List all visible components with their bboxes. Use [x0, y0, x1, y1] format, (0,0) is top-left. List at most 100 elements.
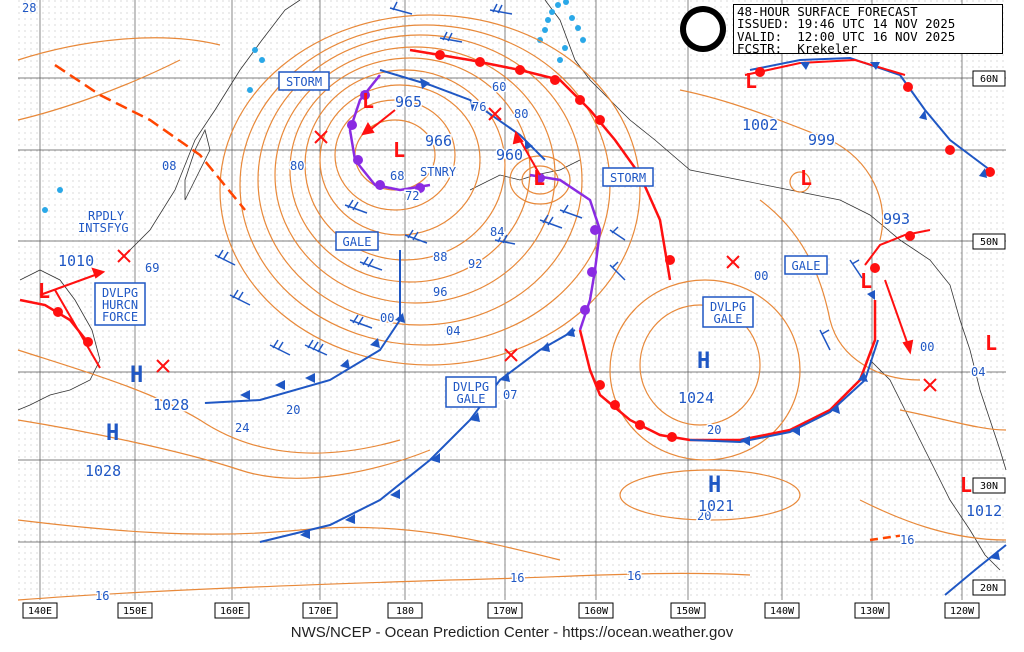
low-symbol: L	[800, 166, 812, 190]
lon-label: 120W	[944, 602, 980, 619]
warning-box-line: STORM	[610, 171, 646, 185]
isobar-value: 07	[503, 388, 517, 402]
isobar-value: 04	[446, 324, 460, 338]
warning-box-line: STORM	[286, 75, 322, 89]
lat-label: 20N	[972, 579, 1006, 596]
lon-label: 150W	[670, 602, 706, 619]
annotation-text: RPDLY	[88, 209, 125, 223]
header-forecaster: FCSTR: Krekeler	[737, 41, 858, 57]
isobars	[17, 14, 1007, 601]
warning-box: STORM	[278, 71, 330, 91]
lon-label: 140W	[764, 602, 800, 619]
latitude-labels: 60N 50N 30N 20N	[972, 70, 1006, 596]
isobar-value: 08	[162, 159, 176, 173]
warning-box-line: DVLPG	[710, 300, 746, 314]
annotation-text: INTSFYG	[78, 221, 129, 235]
low-symbol: L	[860, 269, 872, 293]
warning-box-line: DVLPG	[102, 286, 138, 300]
high-symbol: H	[697, 349, 710, 374]
high-symbol: H	[708, 473, 721, 498]
annotation-text: STNRY	[420, 165, 457, 179]
low-pressure-value: 965	[395, 93, 422, 111]
lat-label-text: 30N	[980, 481, 998, 492]
warning-box-line: HURCN	[102, 298, 138, 312]
isobar-value: 16	[900, 533, 914, 547]
warning-box-line: GALE	[792, 259, 821, 273]
warning-box: GALE	[335, 231, 379, 251]
lon-label: 160E	[214, 602, 250, 619]
isobar-value: 20	[286, 403, 300, 417]
lat-label-text: 20N	[980, 583, 998, 594]
lon-label-text: 140E	[28, 606, 52, 617]
isobar-value: 16	[95, 589, 109, 603]
lat-label: 30N	[972, 477, 1006, 494]
low-symbol: L	[985, 331, 997, 355]
x-mark	[156, 359, 170, 373]
wind-barbs	[214, 1, 863, 356]
warning-box-line: GALE	[457, 392, 486, 406]
high-pressure-value: 1024	[678, 389, 714, 407]
isobar-value: 84	[490, 225, 504, 239]
header-valid: VALID: 12:00 UTC 16 NOV 2025	[737, 28, 956, 44]
lon-label: 130W	[854, 602, 890, 619]
header-title: 48-HOUR SURFACE FORECAST	[737, 4, 918, 19]
lat-label-text: 50N	[980, 237, 998, 248]
isobar-value: 72	[405, 189, 419, 203]
isobar-value: 88	[433, 250, 447, 264]
low-pressure-value: 960	[496, 146, 523, 164]
lon-label: 170W	[487, 602, 523, 619]
lon-label: 180	[387, 602, 423, 619]
low-symbol: L	[393, 138, 405, 162]
isobar-value: 24	[235, 421, 249, 435]
lat-label: 50N	[972, 233, 1006, 250]
high-pressure-value: 1028	[85, 462, 121, 480]
isobar-value: 16	[627, 569, 641, 583]
lon-label-text: 130W	[860, 606, 885, 617]
x-mark	[314, 130, 328, 144]
low-symbol: L	[745, 69, 757, 93]
isobar-value: 00	[754, 269, 768, 283]
lat-label-text: 60N	[980, 74, 998, 85]
lon-label-text: 180	[396, 606, 414, 617]
lon-label: 160W	[578, 602, 614, 619]
low-symbol: L	[362, 89, 374, 113]
isobar-value: 00	[920, 340, 934, 354]
low-symbol: L	[960, 473, 972, 497]
x-mark	[923, 378, 937, 392]
lon-label-text: 150W	[676, 606, 701, 617]
lon-label-text: 140W	[770, 606, 795, 617]
high-symbol: H	[130, 363, 143, 388]
isobar-value: 20	[707, 423, 721, 437]
low-pressure-value: 966	[425, 132, 452, 150]
warning-box: GALE	[784, 255, 828, 275]
warning-box-line: FORCE	[102, 310, 138, 324]
longitude-labels: 140E 150E 160E 170E 180 170W 160W 150W 140W 130W 1…	[22, 602, 980, 619]
high-pressure-centers: H H H H 1028 1028 1024 1021	[84, 349, 736, 517]
isobar-value: 04	[971, 365, 985, 379]
low-pressure-value: 999	[808, 131, 835, 149]
lon-label-text: 160W	[584, 606, 609, 617]
high-symbol: H	[106, 421, 119, 446]
corner-label: 28	[22, 1, 36, 15]
low-pressure-value: 1002	[742, 116, 778, 134]
isobar-value: 16	[510, 571, 524, 585]
low-pressure-value: 1012	[966, 502, 1002, 520]
lon-label-text: 160E	[220, 606, 244, 617]
low-pressure-value: 1010	[58, 252, 94, 270]
isobar-value: 92	[468, 257, 482, 271]
fronts	[19, 48, 1007, 596]
x-marks	[117, 107, 937, 392]
x-mark	[504, 348, 518, 362]
warning-box: STORM	[602, 167, 654, 187]
lon-label: 170E	[302, 602, 338, 619]
isobar-value: 00	[380, 311, 394, 325]
header-issued: ISSUED: 19:46 UTC 14 NOV 2025	[737, 16, 956, 32]
footer-credit[interactable]: NWS/NCEP - Ocean Prediction Center - htt…	[290, 624, 734, 641]
